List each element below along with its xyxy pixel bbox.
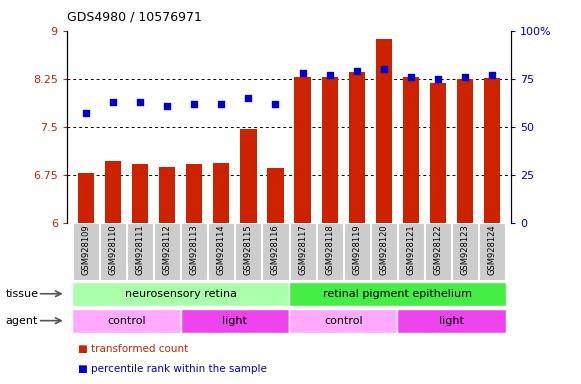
Text: GSM928114: GSM928114 — [217, 224, 226, 275]
Bar — [484, 78, 500, 223]
Bar — [321, 78, 338, 223]
Bar — [479, 223, 505, 280]
Text: agent: agent — [6, 316, 38, 326]
Text: light: light — [439, 316, 464, 326]
Text: GSM928123: GSM928123 — [461, 224, 469, 275]
Bar — [78, 173, 94, 223]
Bar — [100, 223, 126, 280]
Bar — [430, 83, 446, 223]
Bar — [397, 309, 506, 333]
Bar — [376, 39, 392, 223]
Text: GSM928111: GSM928111 — [135, 224, 145, 275]
Point — [108, 99, 117, 105]
Bar — [452, 223, 478, 280]
Bar — [127, 223, 153, 280]
Text: GSM928112: GSM928112 — [163, 224, 171, 275]
Bar — [132, 164, 148, 223]
Text: tissue: tissue — [6, 289, 39, 299]
Text: retinal pigment epithelium: retinal pigment epithelium — [323, 289, 472, 299]
Bar — [186, 164, 202, 223]
Bar — [241, 129, 257, 223]
Bar — [181, 223, 207, 280]
Text: GSM928124: GSM928124 — [488, 224, 497, 275]
Bar — [295, 77, 311, 223]
Bar — [73, 223, 99, 280]
Bar — [403, 78, 419, 223]
Point — [244, 95, 253, 101]
Text: GSM928109: GSM928109 — [81, 224, 90, 275]
Bar — [208, 223, 234, 280]
Text: GSM928122: GSM928122 — [433, 224, 443, 275]
Bar — [349, 72, 365, 223]
Bar — [181, 309, 289, 333]
Text: ■ percentile rank within the sample: ■ percentile rank within the sample — [78, 364, 267, 374]
Bar — [289, 309, 397, 333]
Bar — [425, 223, 451, 280]
Bar — [235, 223, 261, 280]
Bar — [159, 167, 175, 223]
Text: GSM928121: GSM928121 — [407, 224, 415, 275]
Bar — [289, 282, 506, 306]
Text: neurosensory retina: neurosensory retina — [125, 289, 236, 299]
Point — [461, 74, 470, 80]
Bar — [267, 168, 284, 223]
Point — [379, 66, 389, 72]
Point — [325, 72, 334, 78]
Text: ■ transformed count: ■ transformed count — [78, 344, 189, 354]
Bar — [317, 223, 343, 280]
Text: GDS4980 / 10576971: GDS4980 / 10576971 — [67, 10, 202, 23]
Point — [189, 101, 199, 107]
Point — [352, 68, 361, 74]
Text: GSM928113: GSM928113 — [189, 224, 199, 275]
Bar — [289, 223, 315, 280]
Bar — [154, 223, 180, 280]
Bar — [72, 309, 181, 333]
Text: GSM928119: GSM928119 — [352, 224, 361, 275]
Bar — [263, 223, 289, 280]
Text: GSM928116: GSM928116 — [271, 224, 280, 275]
Bar — [344, 223, 370, 280]
Bar — [398, 223, 424, 280]
Point — [217, 101, 226, 107]
Text: GSM928115: GSM928115 — [244, 224, 253, 275]
Text: GSM928120: GSM928120 — [379, 224, 389, 275]
Point — [135, 99, 145, 105]
Point — [298, 70, 307, 76]
Point — [81, 110, 91, 116]
Bar — [371, 223, 397, 280]
Bar — [457, 79, 474, 223]
Text: control: control — [107, 316, 146, 326]
Text: control: control — [324, 316, 363, 326]
Point — [433, 76, 443, 82]
Text: light: light — [223, 316, 248, 326]
Point — [271, 101, 280, 107]
Text: GSM928117: GSM928117 — [298, 224, 307, 275]
Point — [406, 74, 415, 80]
Bar — [105, 161, 121, 223]
Bar — [213, 163, 229, 223]
Point — [487, 72, 497, 78]
Text: GSM928118: GSM928118 — [325, 224, 334, 275]
Text: GSM928110: GSM928110 — [109, 224, 117, 275]
Point — [163, 103, 172, 109]
Bar — [72, 282, 289, 306]
